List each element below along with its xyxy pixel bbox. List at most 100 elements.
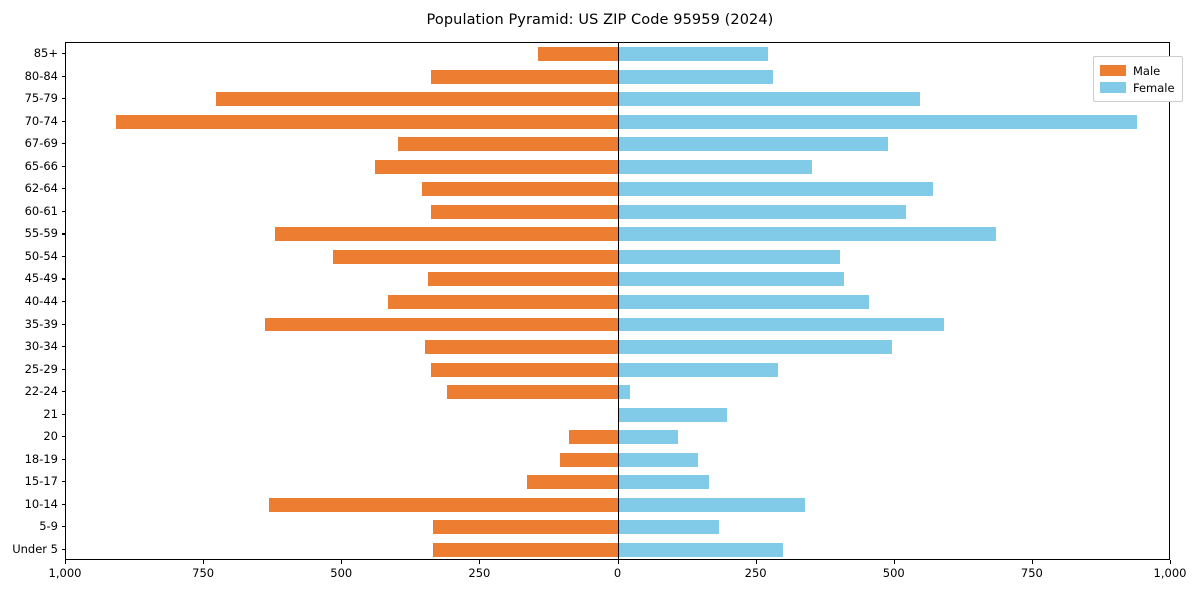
bar-row: [66, 227, 1169, 242]
y-tick-label: 15-17: [24, 474, 58, 489]
bar-male: [116, 114, 619, 129]
y-tick-mark: [61, 255, 65, 258]
x-tick-mark: [1170, 560, 1172, 564]
bar-male: [269, 497, 619, 512]
bar-row: [66, 362, 1169, 377]
bar-row: [66, 475, 1169, 490]
x-tick-mark: [755, 560, 757, 564]
bar-row: [66, 137, 1169, 152]
bar-female: [618, 430, 678, 445]
y-tick-mark: [61, 526, 65, 528]
y-tick-label: 62-64: [24, 181, 58, 196]
legend-label-female: Female: [1133, 80, 1175, 95]
y-tick-mark: [61, 436, 65, 438]
bar-row: [66, 542, 1169, 557]
y-tick-mark: [61, 165, 65, 167]
bar-male: [433, 520, 619, 535]
y-tick-mark: [61, 368, 65, 370]
y-tick-mark: [61, 346, 65, 348]
bar-female: [618, 69, 774, 84]
bar-row: [66, 452, 1169, 467]
bar-male: [274, 227, 619, 242]
bar-female: [618, 407, 728, 422]
x-tick-label: 1,000: [1153, 566, 1187, 580]
y-tick-mark: [61, 391, 65, 393]
y-tick-mark: [61, 413, 65, 415]
bar-row: [66, 114, 1169, 129]
y-tick-mark: [61, 98, 65, 100]
bar-female: [618, 182, 934, 197]
bar-row: [66, 92, 1169, 107]
y-tick-label: 85+: [33, 46, 58, 61]
y-tick-mark: [61, 120, 65, 122]
y-tick-label: 65-66: [24, 158, 58, 173]
x-tick-label: 500: [882, 566, 905, 580]
bar-male: [430, 69, 619, 84]
x-tick-mark: [617, 560, 619, 564]
y-tick-mark: [61, 503, 65, 505]
x-tick-label: 250: [468, 566, 491, 580]
y-tick-label: Under 5: [12, 541, 58, 556]
x-tick-label: 750: [192, 566, 215, 580]
y-axis-labels: 85+ 80-84 75-79 70-74 67-69 65-66 62-64 60-61 55…: [0, 42, 58, 560]
y-tick-label: 55-59: [24, 226, 58, 241]
bar-male: [433, 542, 619, 557]
bar-row: [66, 182, 1169, 197]
y-tick-label: 60-61: [24, 203, 58, 218]
bar-female: [618, 385, 630, 400]
bar-female: [618, 295, 869, 309]
y-tick-mark: [61, 301, 65, 303]
y-tick-label: 40-44: [24, 294, 58, 308]
x-tick-mark: [1031, 560, 1033, 564]
legend-swatch-male-icon: [1100, 65, 1126, 76]
y-tick-label: 67-69: [24, 136, 58, 151]
legend-label-male: Male: [1133, 63, 1161, 78]
bar-female: [618, 159, 812, 174]
bar-female: [618, 317, 945, 332]
bar-row: [66, 249, 1169, 264]
y-tick-label: 10-14: [24, 496, 58, 511]
x-tick-mark: [893, 560, 895, 564]
y-tick-label: 50-54: [24, 248, 58, 263]
legend-swatch-female-icon: [1100, 82, 1126, 93]
y-tick-label: 75-79: [24, 91, 58, 106]
bar-female: [618, 204, 906, 219]
x-tick-mark: [65, 560, 67, 564]
bar-male: [216, 92, 619, 107]
bar-female: [618, 475, 709, 490]
bar-female: [618, 542, 784, 557]
x-tick-label: 750: [1020, 566, 1043, 580]
bar-row: [66, 385, 1169, 400]
y-tick-label: 22-24: [24, 384, 58, 399]
y-tick-mark: [61, 548, 65, 550]
bar-row: [66, 159, 1169, 174]
y-tick-mark: [61, 323, 65, 325]
bar-female: [618, 452, 698, 467]
bar-male: [447, 385, 619, 400]
bar-male: [425, 340, 619, 354]
bar-female: [618, 137, 888, 152]
bar-female: [618, 249, 840, 264]
bar-female: [618, 520, 720, 535]
y-tick-mark: [61, 143, 65, 145]
y-tick-mark: [61, 233, 65, 235]
bar-male: [527, 475, 619, 490]
bar-male: [397, 137, 619, 152]
x-tick-label: 1,000: [48, 566, 82, 580]
legend-item-male: Male: [1100, 62, 1175, 79]
bar-female: [618, 114, 1137, 129]
bar-female: [618, 362, 778, 377]
y-axis-ticks: [61, 42, 66, 560]
bar-female: [618, 340, 892, 354]
bar-row: [66, 497, 1169, 512]
y-tick-mark: [61, 188, 65, 190]
bars-layer: [66, 43, 1169, 559]
y-tick-label: 5-9: [39, 519, 58, 534]
x-tick-label: 500: [330, 566, 353, 580]
x-axis-ticks: [65, 560, 1172, 565]
y-tick-label: 70-74: [24, 113, 58, 128]
y-tick-label: 30-34: [24, 339, 58, 354]
bar-female: [618, 227, 996, 242]
bar-row: [66, 407, 1169, 422]
